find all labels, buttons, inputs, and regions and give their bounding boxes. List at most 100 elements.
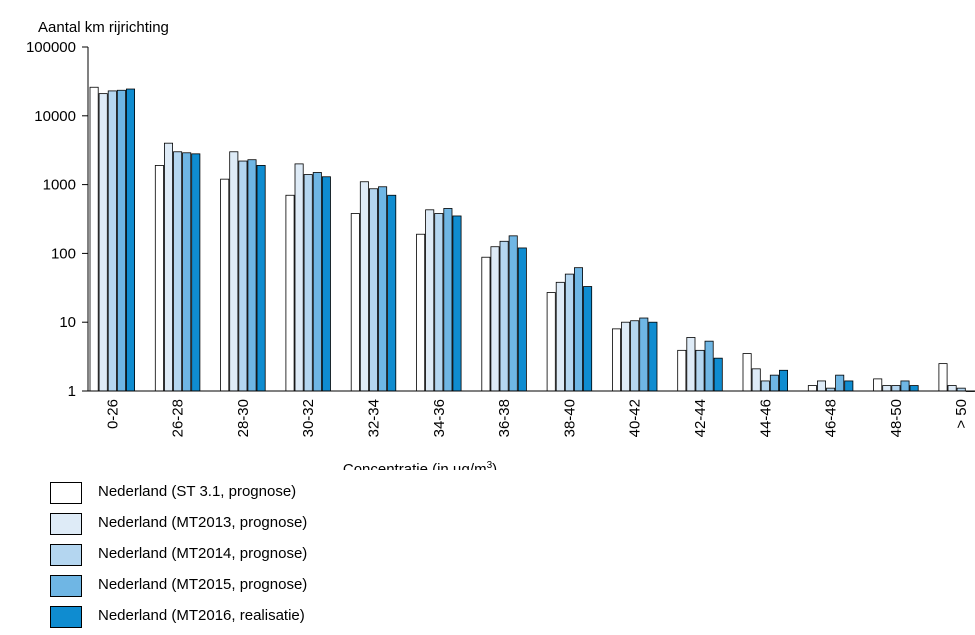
legend-label: Nederland (MT2014, prognose) [98, 545, 308, 562]
bar [612, 328, 622, 392]
legend-label: Nederland (MT2013, prognose) [98, 514, 308, 531]
x-tick-label: 30-32 [300, 399, 317, 437]
bar [546, 292, 556, 392]
x-tick-label: 36-38 [496, 399, 513, 437]
legend-swatch [50, 575, 82, 597]
bar [126, 88, 136, 392]
bar [882, 385, 892, 392]
bar [434, 213, 444, 392]
bar [947, 385, 957, 392]
bar [247, 159, 257, 392]
x-tick-label: 42-44 [692, 399, 709, 437]
legend-label: Nederland (MT2016, realisatie) [98, 607, 305, 624]
bar [416, 233, 426, 392]
bar [425, 209, 435, 392]
y-axis-title: Aantal km rijrichting [38, 19, 169, 36]
bar [630, 320, 640, 392]
bar [639, 317, 649, 392]
x-tick-label: 32-34 [365, 399, 382, 437]
bar [574, 267, 584, 392]
legend-swatch [50, 513, 82, 535]
bar [163, 142, 173, 392]
x-axis-title-main: Concentratie (in µg/m [343, 461, 487, 470]
bar [490, 246, 500, 392]
bar [107, 90, 117, 392]
y-tick-label: 100000 [26, 39, 76, 56]
bar [321, 176, 331, 392]
bar [686, 337, 696, 392]
bar [751, 368, 761, 392]
y-tick-label: 10000 [34, 108, 76, 125]
bar [517, 247, 527, 392]
bars [89, 86, 975, 392]
bar [303, 174, 313, 392]
legend-label: Nederland (MT2015, prognose) [98, 576, 308, 593]
bar [443, 208, 453, 392]
bar [312, 172, 322, 392]
x-tick-label: 40-42 [627, 399, 644, 437]
bar [481, 256, 491, 392]
bar [154, 165, 164, 392]
bar [713, 357, 723, 392]
bar [621, 321, 631, 392]
x-tick-label: 26-28 [170, 399, 187, 437]
x-axis-title-superscript: 3 [487, 460, 493, 470]
bar [677, 349, 687, 392]
x-tick-label: 28-30 [235, 399, 252, 437]
bar [238, 160, 248, 392]
bar [368, 188, 378, 392]
bar [704, 340, 714, 392]
bar [835, 374, 845, 392]
bar [182, 152, 192, 392]
bar [452, 215, 462, 392]
bar [779, 369, 789, 392]
x-axis-title: Concentratie (in µg/m3) [343, 460, 497, 470]
bar [938, 363, 948, 392]
bar [648, 321, 658, 392]
legend-swatch [50, 606, 82, 628]
bar-chart: Aantal km rijrichting 1 10 100 1000 10000 100… [26, 19, 975, 470]
bar [256, 165, 266, 392]
bar [564, 273, 574, 392]
bar [844, 380, 854, 392]
legend-swatch [50, 482, 82, 504]
x-axis: 0-26 26-28 28-30 30-32 32-34 34-36 36-38 38-40 4… [88, 390, 975, 437]
bar [89, 86, 99, 392]
x-tick-label: 48-50 [888, 399, 905, 437]
bar [742, 353, 752, 392]
legend-label: Nederland (ST 3.1, prognose) [98, 483, 297, 500]
bar [173, 151, 183, 392]
bar [294, 163, 304, 392]
bar [359, 181, 369, 392]
y-tick-label: 10 [59, 314, 76, 331]
bar [116, 89, 126, 392]
bar [760, 380, 770, 392]
legend-swatch [50, 544, 82, 566]
x-tick-label: 38-40 [561, 399, 578, 437]
bar [220, 178, 230, 392]
bar [499, 240, 509, 392]
bar [873, 378, 883, 392]
bar [387, 194, 397, 392]
y-tick-label: 1 [68, 383, 76, 400]
bar [229, 151, 239, 392]
x-tick-label: 34-36 [431, 399, 448, 437]
bar [900, 380, 910, 392]
bar [891, 385, 901, 392]
bar [508, 235, 518, 392]
bar [769, 374, 779, 392]
bar [285, 194, 295, 392]
bar [350, 213, 360, 392]
bar [909, 385, 919, 392]
bar [817, 380, 827, 392]
x-tick-label: 46-48 [823, 399, 840, 437]
y-tick-label: 100 [51, 245, 76, 262]
bar [378, 186, 388, 392]
bar [583, 286, 593, 392]
bar [191, 153, 201, 392]
bar [695, 349, 705, 392]
x-axis-title-close: ) [492, 461, 497, 470]
y-axis: 1 10 100 1000 10000 100000 [26, 39, 89, 400]
bar [98, 93, 108, 392]
x-tick-label: 44-46 [757, 399, 774, 437]
